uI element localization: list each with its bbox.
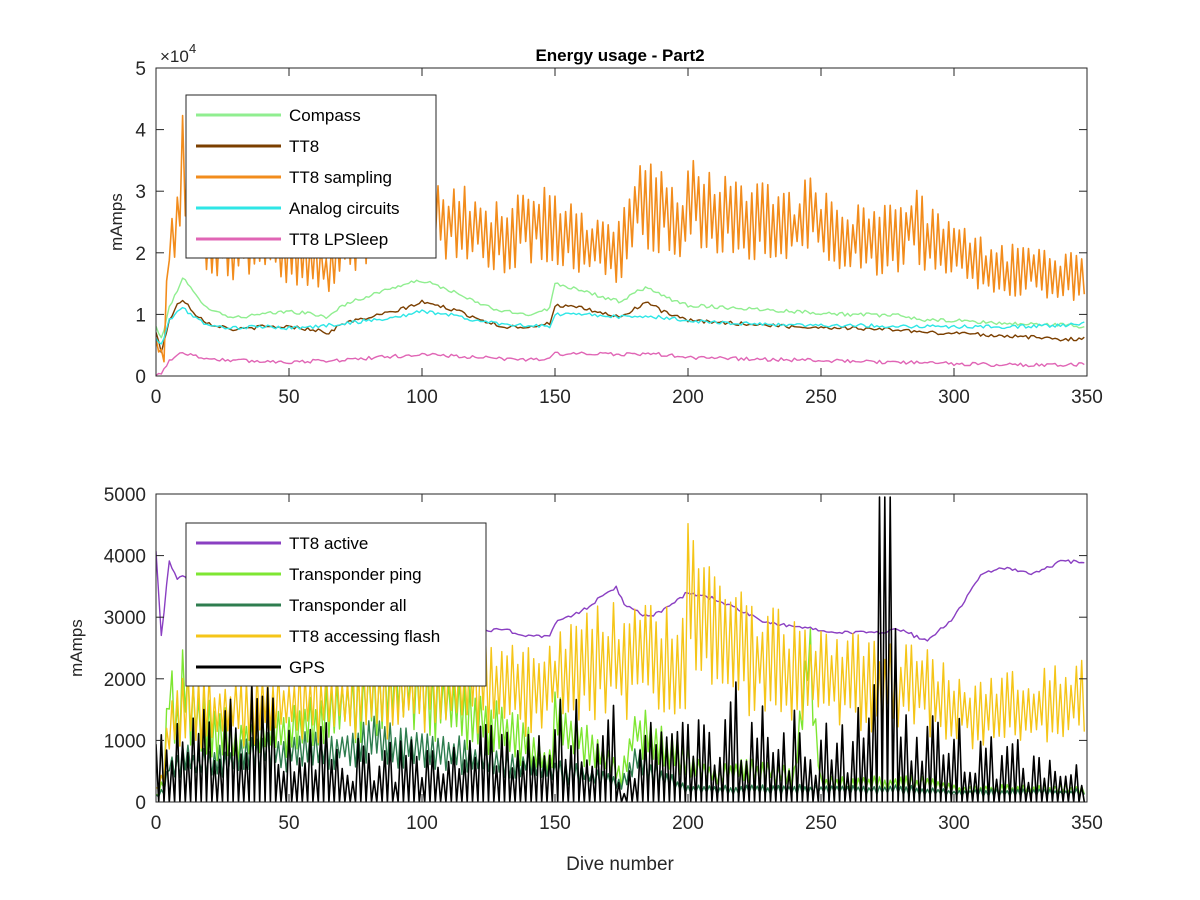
subplot-top: Energy usage - Part2 ×10 4 mAmps 0 50 100 1… [107, 41, 1103, 408]
series-line-compass [156, 277, 1085, 339]
legend-label: GPS [289, 658, 325, 677]
legend-item: TT8 sampling [196, 168, 392, 187]
series-line-gps [156, 496, 1086, 802]
legend-label: Analog circuits [289, 199, 400, 218]
axes-box [155, 67, 1088, 377]
plot-area [156, 496, 1086, 802]
x-tick-label: 200 [672, 813, 704, 834]
legend-item: Compass [196, 106, 361, 125]
x-tick-label: 250 [805, 813, 837, 834]
y-axis-label: mAmps [67, 619, 86, 677]
x-tick-label: 200 [672, 387, 704, 408]
y-tick-label: 1 [135, 305, 146, 326]
y-axis-label: mAmps [107, 193, 126, 251]
x-tick-label: 150 [539, 387, 571, 408]
legend-label: Transponder ping [289, 565, 422, 584]
x-tick-label: 150 [539, 813, 571, 834]
legend-item: Transponder ping [196, 565, 422, 584]
x-tick-label: 0 [151, 813, 162, 834]
x-tick-label: 350 [1071, 813, 1103, 834]
x-axis-label: Dive number [566, 854, 674, 875]
plot-area [156, 114, 1086, 376]
y-tick-label: 2 [135, 244, 146, 265]
x-tick-label: 50 [278, 813, 299, 834]
legend-label: Compass [289, 106, 361, 125]
y-tick-label: 4 [135, 121, 146, 142]
chart-title: Energy usage - Part2 [535, 46, 704, 65]
y-tick-label: 3 [135, 182, 146, 203]
series-line-tt8-lpsleep [156, 351, 1085, 376]
legend-item: Analog circuits [196, 199, 400, 218]
y-tick-label: 1000 [104, 731, 146, 752]
x-tick-label: 0 [151, 387, 162, 408]
legend-label: TT8 LPSleep [289, 230, 388, 249]
x-tick-label: 50 [278, 387, 299, 408]
legend-item: TT8 [196, 137, 319, 156]
subplot-bottom: mAmps Dive number 0 50 100 150 200 250 300 3500… [67, 485, 1103, 875]
y-tick-label: 4000 [104, 547, 146, 568]
x-tick-label: 100 [406, 813, 438, 834]
x-tick-label: 350 [1071, 387, 1103, 408]
y-tick-label: 5 [135, 59, 146, 80]
axes: 0 50 100 150 200 250 300 350 0 1000 2000 3000 4000 50… [104, 485, 1103, 834]
x-tick-label: 300 [938, 813, 970, 834]
legend-label: TT8 active [289, 534, 368, 553]
legend-item: TT8 active [196, 534, 368, 553]
legend-label: TT8 sampling [289, 168, 392, 187]
exponent-base: ×10 [160, 47, 189, 66]
legend-label: TT8 accessing flash [289, 627, 440, 646]
legend-item: GPS [196, 658, 325, 677]
exponent-power: 4 [189, 41, 196, 56]
legend: Compass TT8 TT8 sampling Analog circuits TT8… [185, 94, 437, 259]
legend-label: Transponder all [289, 596, 407, 615]
y-tick-label: 3000 [104, 608, 146, 629]
series-line-analog-circuits [156, 306, 1085, 345]
series-line-tt8-accessing-flash [156, 523, 1085, 790]
legend-item: TT8 LPSleep [196, 230, 388, 249]
y-tick-label: 2000 [104, 670, 146, 691]
x-tick-label: 250 [805, 387, 837, 408]
axes: 0 50 100 150 200 250 300 350 0 1 2 3 4 5 [135, 59, 1102, 408]
y-tick-label: 0 [135, 793, 146, 814]
axes-box [155, 493, 1088, 803]
y-tick-label: 5000 [104, 485, 146, 506]
legend-label: TT8 [289, 137, 319, 156]
legend-item: Transponder all [196, 596, 407, 615]
x-tick-label: 300 [938, 387, 970, 408]
x-tick-label: 100 [406, 387, 438, 408]
legend: TT8 active Transponder ping Transponder al… [185, 522, 487, 687]
y-tick-label: 0 [135, 367, 146, 388]
exponent-label: ×10 4 [160, 41, 196, 66]
legend-item: TT8 accessing flash [196, 627, 440, 646]
